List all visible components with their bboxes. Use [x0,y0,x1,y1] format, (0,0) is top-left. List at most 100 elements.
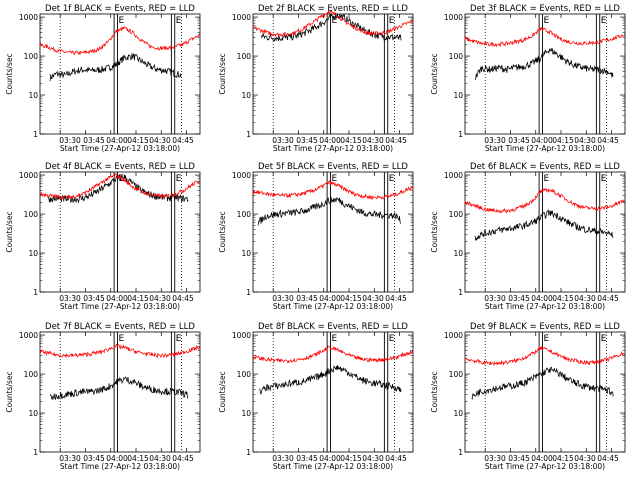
chart-panel: Det 3f BLACK = Events, RED = LLD 1 10 100 10… [430,4,626,153]
x-tick-label: 04:15 [340,136,362,145]
y-axis-label: Counts/sec [218,211,227,252]
x-tick-label: 04:45 [597,136,619,145]
y-tick-label: 10 [241,91,251,100]
x-axis-label: Start Time (27-Apr-12 03:18:00) [60,462,180,471]
y-tick-label: 1 [458,288,463,297]
chart-panel: Det 1f BLACK = Events, RED = LLD 1 10 100 10… [5,4,201,153]
y-tick-label: 1000 [19,13,38,22]
y-tick-label: 1 [33,130,38,139]
plot-frame [39,171,201,293]
y-tick-label: 1 [246,288,251,297]
x-tick-label: 04:45 [597,294,619,303]
events-series-line [257,196,402,226]
y-axis-label: Counts/sec [430,53,439,94]
x-tick-label: 03:30 [484,294,506,303]
y-tick-label: 1000 [232,171,251,180]
x-tick-label: 03:30 [59,454,81,463]
flag-letter: E [331,334,337,344]
x-tick-label: 04:15 [552,454,574,463]
plot-frame [464,171,626,293]
y-tick-label: 100 [449,210,464,219]
flag-letter: E [331,16,337,26]
x-tick-label: 04:15 [340,294,362,303]
x-axis-label: Start Time (27-Apr-12 03:18:00) [273,302,393,311]
x-tick-label: 03:45 [296,454,318,463]
y-tick-label: 1000 [444,331,463,340]
x-tick-label: 04:15 [552,294,574,303]
x-tick-label: 04:45 [385,136,407,145]
chart-panel: Det 4f BLACK = Events, RED = LLD 1 10 100 10… [5,162,201,311]
flag-letter: E [543,174,549,184]
y-axis-label: Counts/sec [430,211,439,252]
y-axis-label: Counts/sec [5,211,14,252]
y-axis-label: Counts/sec [218,53,227,94]
y-tick-label: 1000 [444,13,463,22]
flag-letter: E [118,16,124,26]
x-tick-label: 03:30 [484,136,506,145]
x-tick-label: 03:45 [83,136,105,145]
x-tick-label: 04:30 [149,136,171,145]
x-axis-label: Start Time (27-Apr-12 03:18:00) [485,144,605,153]
plot-frame [252,331,414,453]
x-tick-label: 03:45 [508,454,530,463]
x-axis-label: Start Time (27-Apr-12 03:18:00) [60,302,180,311]
y-axis-label: Counts/sec [5,371,14,412]
y-axis-label: Counts/sec [430,371,439,412]
x-tick-label: 04:00 [531,294,553,303]
flag-letter: E [543,334,549,344]
y-tick-label: 100 [24,210,39,219]
x-tick-label: 04:00 [531,454,553,463]
chart-panel: Det 2f BLACK = Events, RED = LLD 1 10 100 10… [218,4,414,153]
x-tick-label: 04:15 [127,136,149,145]
y-tick-label: 1 [33,288,38,297]
x-tick-label: 04:30 [574,454,596,463]
lld-series-line [252,180,414,201]
x-tick-label: 04:45 [172,136,194,145]
y-axis-label: Counts/sec [5,53,14,94]
x-tick-label: 04:00 [106,454,128,463]
plot-frame [252,13,414,135]
x-tick-label: 04:00 [106,136,128,145]
lld-series-line [252,9,414,38]
events-series-line [259,364,402,395]
x-axis-label: Start Time (27-Apr-12 03:18:00) [273,462,393,471]
y-tick-label: 1 [246,448,251,457]
x-tick-label: 04:30 [362,454,384,463]
events-series-line [49,52,182,82]
y-tick-label: 10 [241,249,251,258]
chart-title: Det 6f BLACK = Events, RED = LLD [470,162,620,172]
y-tick-label: 100 [449,52,464,61]
y-tick-label: 10 [241,409,251,418]
y-tick-label: 10 [28,249,38,258]
x-axis-label: Start Time (27-Apr-12 03:18:00) [273,144,393,153]
y-tick-label: 100 [24,370,39,379]
x-tick-label: 04:00 [531,136,553,145]
plot-frame [39,331,201,453]
x-axis-label: Start Time (27-Apr-12 03:18:00) [485,302,605,311]
y-tick-label: 10 [453,409,463,418]
flag-letter: E [601,334,607,344]
plot-frame [464,13,626,135]
chart-panel: Det 8f BLACK = Events, RED = LLD 1 10 100 10… [218,322,414,471]
x-tick-label: 04:15 [127,294,149,303]
flag-letter: E [389,174,395,184]
x-tick-label: 03:30 [59,136,81,145]
y-tick-label: 100 [24,52,39,61]
lld-series-line [39,343,201,359]
x-tick-label: 04:30 [149,294,171,303]
y-tick-label: 1000 [19,171,38,180]
flag-letter: E [118,334,124,344]
chart-title: Det 3f BLACK = Events, RED = LLD [470,4,620,14]
chart-title: Det 5f BLACK = Events, RED = LLD [258,162,408,172]
x-tick-label: 03:45 [296,136,318,145]
y-tick-label: 10 [453,91,463,100]
lld-series-line [39,26,201,56]
y-tick-label: 1000 [444,171,463,180]
x-tick-label: 03:30 [272,294,294,303]
x-tick-label: 03:30 [484,454,506,463]
y-tick-label: 10 [28,91,38,100]
lld-series-line [39,172,200,201]
flag-letter: E [543,16,549,26]
events-series-line [49,376,189,401]
